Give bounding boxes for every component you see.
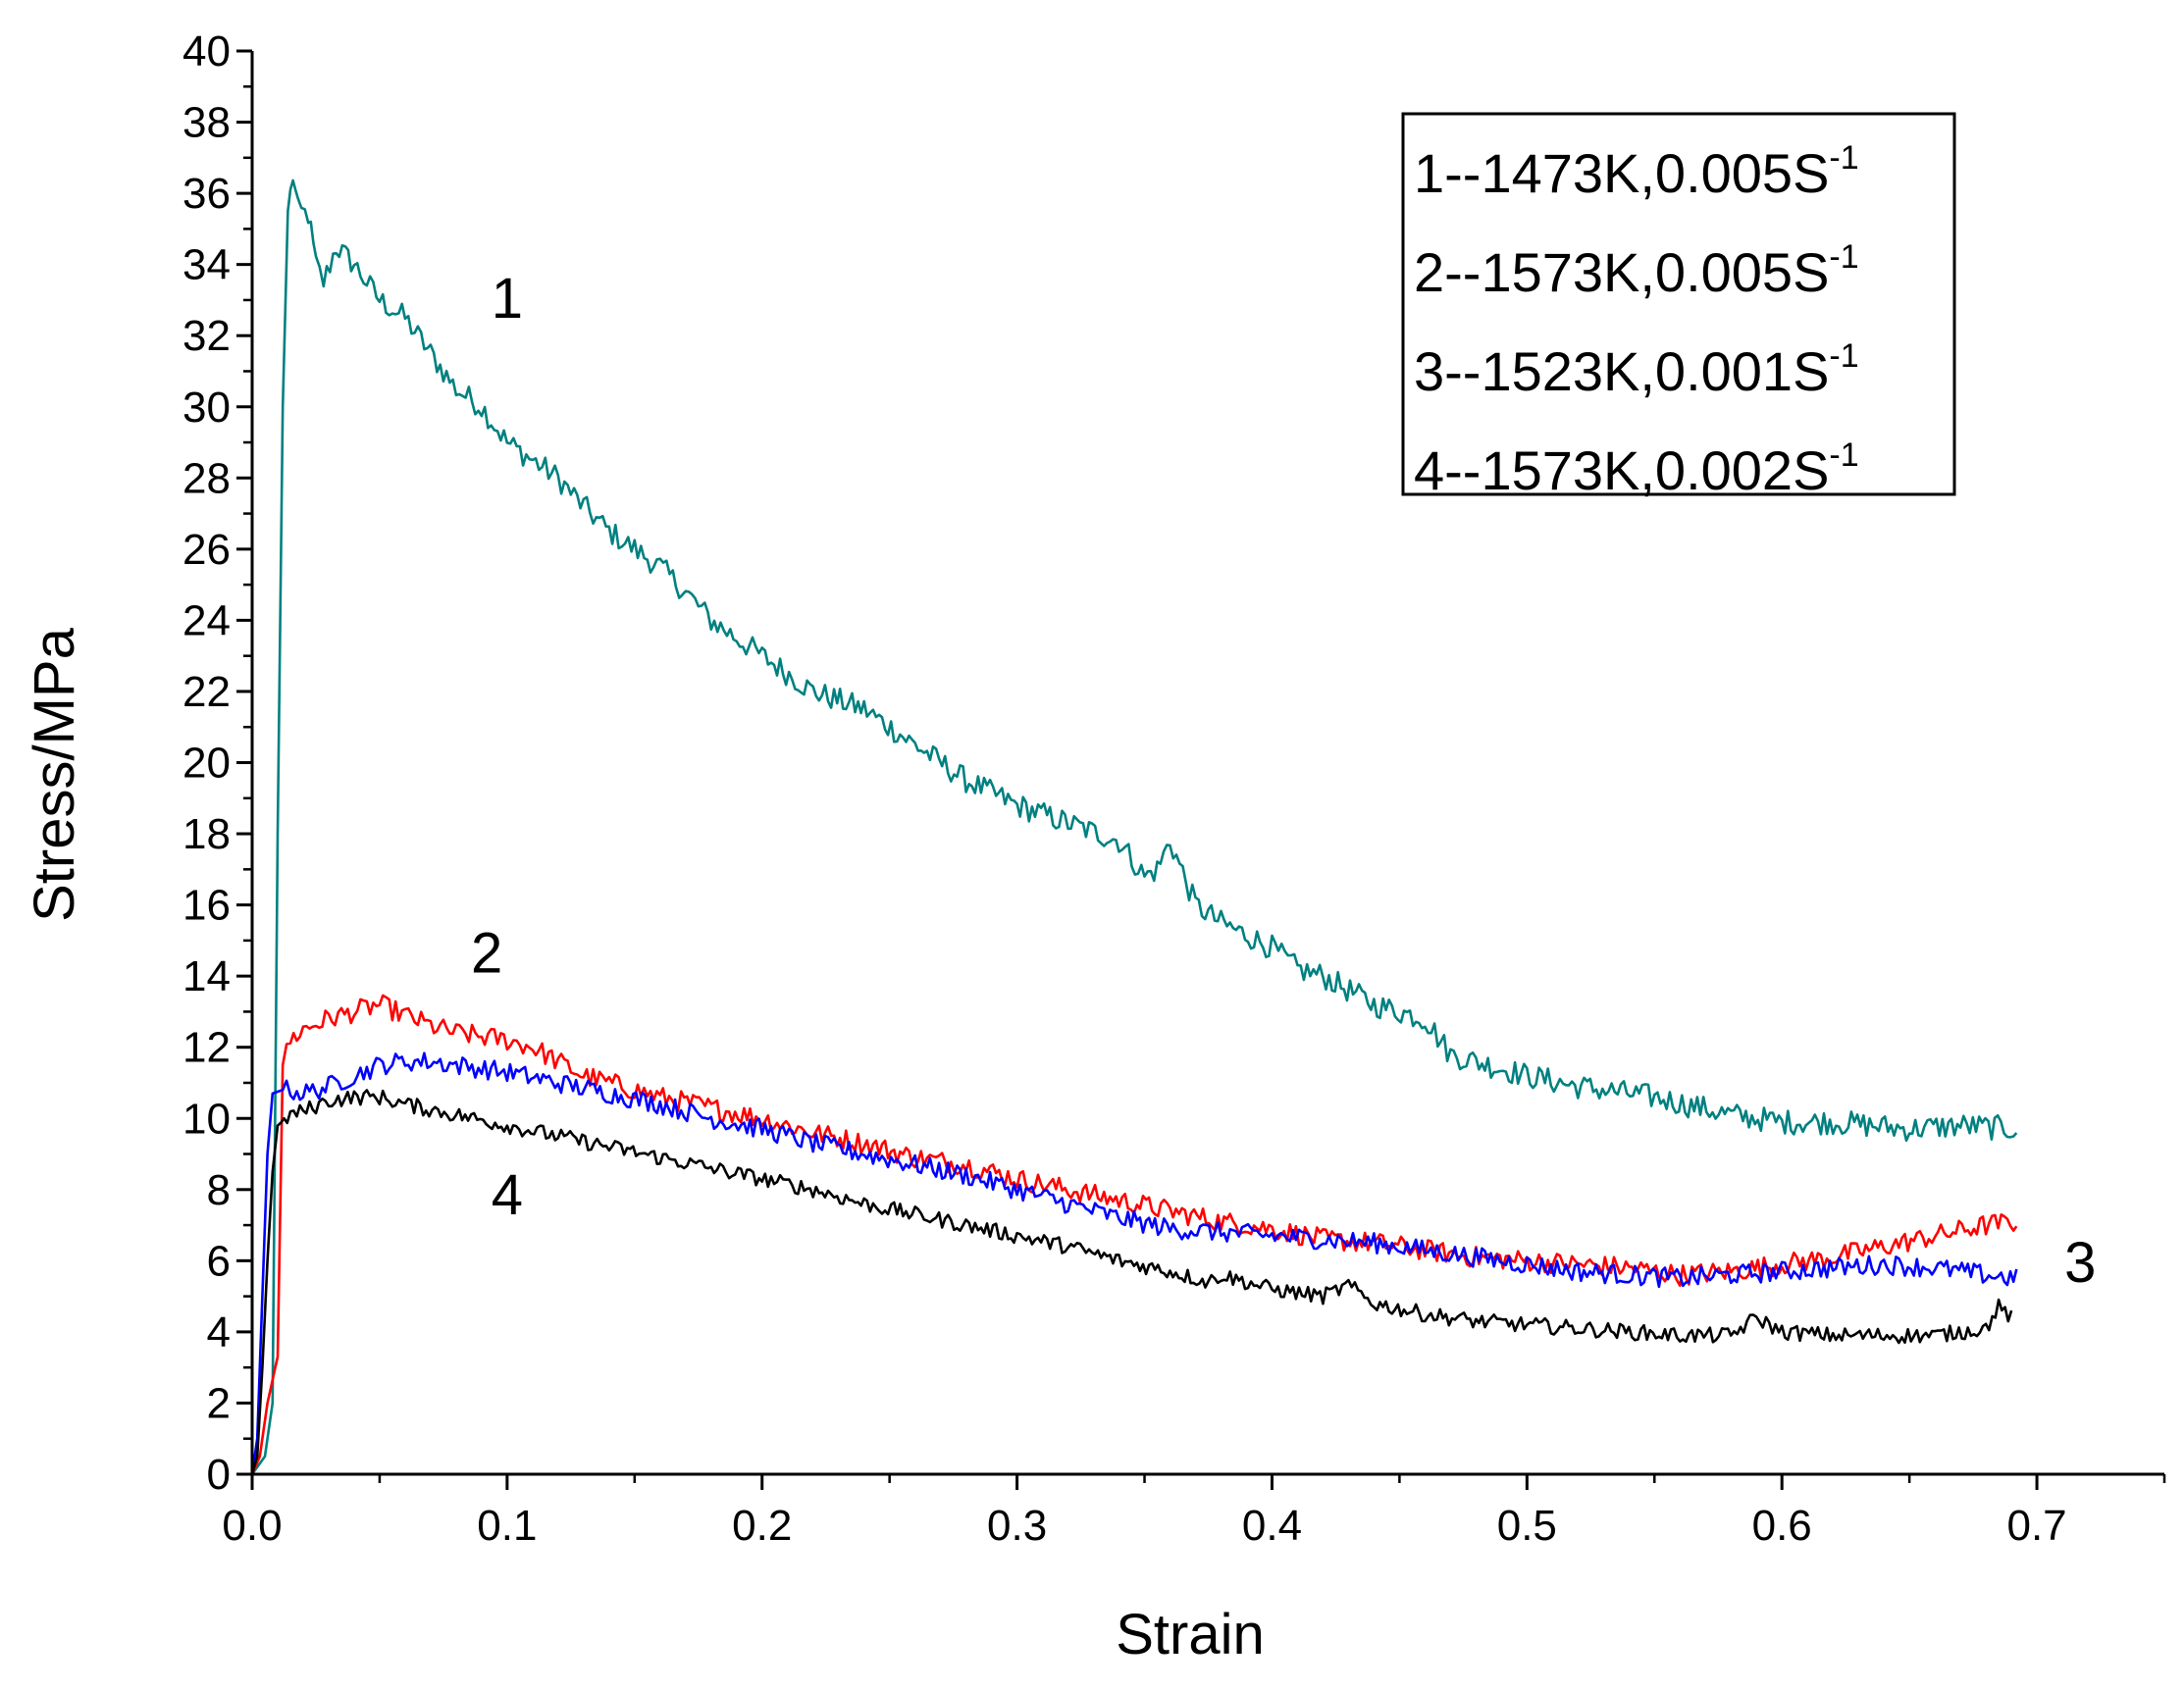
y-tick-label: 20: [182, 740, 231, 788]
legend-entry-label: 1--1473K,0.005S: [1414, 142, 1829, 204]
y-tick-label: 4: [207, 1308, 231, 1357]
legend-entry-label: 4--1573K,0.002S: [1414, 439, 1829, 501]
curve-label-2: 2: [471, 922, 502, 986]
curve-label-3: 3: [2064, 1231, 2096, 1295]
x-tick-label: 0.0: [222, 1502, 282, 1550]
y-tick-label: 8: [207, 1166, 231, 1214]
legend-entry-label: 3--1523K,0.001S: [1414, 340, 1829, 402]
legend-entry-2: 2--1573K,0.005S-1: [1414, 238, 1859, 303]
series-layer: [250, 179, 2018, 1475]
legend-entry-superscript: -1: [1829, 436, 1858, 474]
series-line-4: [250, 1089, 2013, 1475]
y-tick-label: 34: [182, 241, 231, 289]
x-tick-label: 0.6: [1752, 1502, 1812, 1550]
y-tick-label: 2: [207, 1379, 231, 1427]
legend-entry-superscript: -1: [1829, 337, 1858, 375]
y-tick-label: 12: [182, 1024, 231, 1072]
legend-entry-3: 3--1523K,0.001S-1: [1414, 337, 1859, 402]
y-tick-label: 32: [182, 312, 231, 360]
axes-layer: 02468101214161820222426283032343638400.0…: [182, 27, 2166, 1550]
x-tick-label: 0.4: [1242, 1502, 1302, 1550]
series-line-2: [250, 994, 2018, 1475]
curve-label-1: 1: [492, 267, 523, 331]
y-tick-label: 14: [182, 952, 231, 1000]
y-tick-label: 16: [182, 882, 231, 930]
x-tick-label: 0.3: [987, 1502, 1047, 1550]
x-tick-label: 0.7: [2006, 1502, 2066, 1550]
legend-entry-superscript: -1: [1829, 139, 1858, 177]
x-axis-title: Strain: [1116, 1603, 1265, 1666]
curve-label-4: 4: [492, 1163, 523, 1227]
legend-entry-4: 4--1573K,0.002S-1: [1414, 436, 1859, 501]
y-tick-label: 28: [182, 454, 231, 502]
y-tick-label: 22: [182, 668, 231, 716]
y-tick-label: 24: [182, 596, 231, 644]
y-tick-label: 30: [182, 384, 231, 432]
y-tick-label: 40: [182, 27, 231, 76]
y-tick-label: 10: [182, 1095, 231, 1143]
y-tick-label: 0: [207, 1451, 231, 1499]
x-tick-label: 0.2: [732, 1502, 792, 1550]
y-tick-label: 26: [182, 526, 231, 574]
y-axis-title: Stress/MPa: [23, 627, 86, 921]
legend: 1--1473K,0.005S-12--1573K,0.005S-13--152…: [1401, 112, 1956, 501]
y-tick-label: 18: [182, 810, 231, 858]
legend-box: [1401, 112, 1956, 496]
y-tick-label: 36: [182, 170, 231, 218]
legend-entry-label: 2--1573K,0.005S: [1414, 241, 1829, 303]
x-tick-label: 0.1: [477, 1502, 537, 1550]
x-tick-label: 0.5: [1497, 1502, 1557, 1550]
legend-entry-1: 1--1473K,0.005S-1: [1414, 139, 1859, 204]
curve-labels: 1 2 3 4: [471, 267, 2096, 1295]
legend-entry-superscript: -1: [1829, 238, 1858, 276]
y-tick-label: 38: [182, 99, 231, 147]
series-line-1: [250, 179, 2018, 1475]
y-tick-label: 6: [207, 1237, 231, 1285]
series-line-3: [250, 1051, 2018, 1475]
